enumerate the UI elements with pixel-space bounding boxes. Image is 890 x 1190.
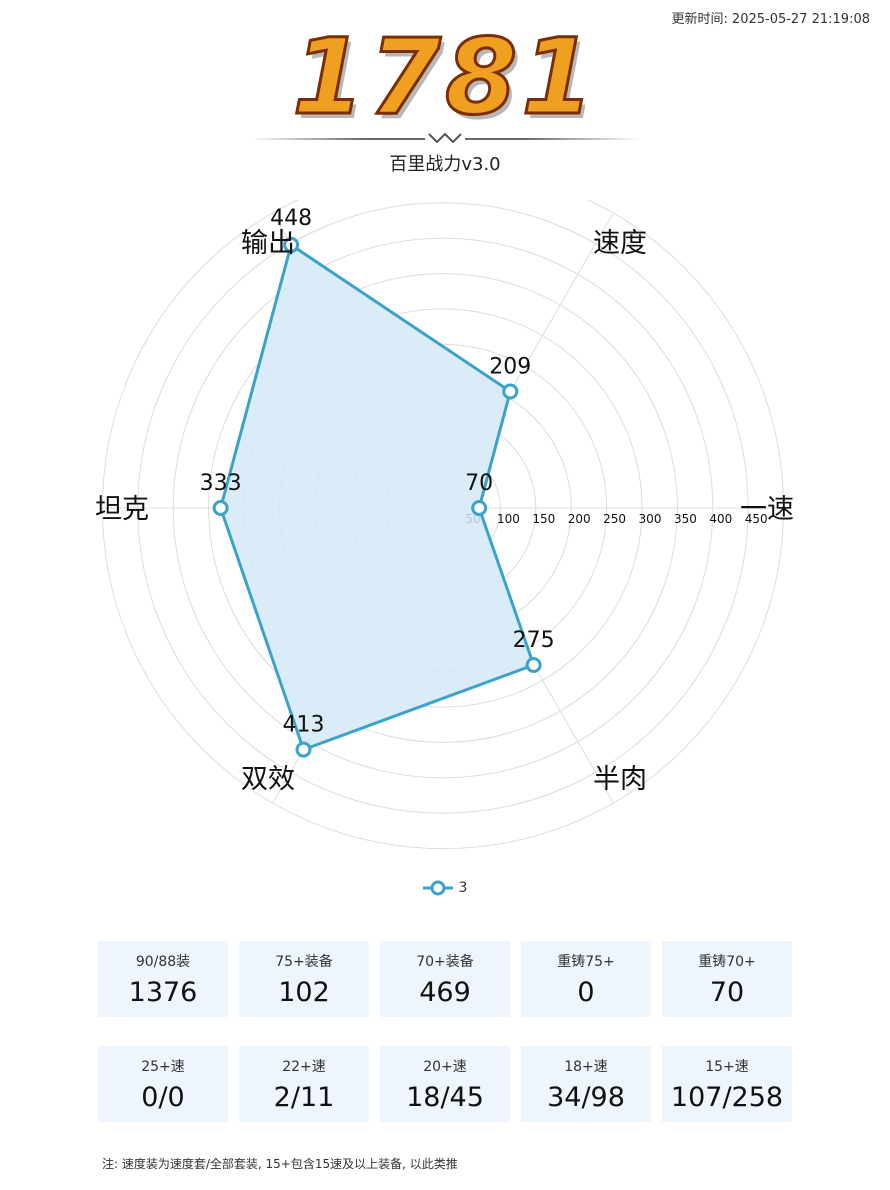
stat-label: 22+速 — [282, 1058, 326, 1075]
data-point — [525, 657, 542, 674]
stat-label: 重铸75+ — [557, 953, 615, 970]
page-subtitle: 百里战力v3.0 — [389, 154, 501, 175]
data-label: 275 — [513, 628, 555, 653]
stat-card: 18+速 34/98 — [521, 1046, 651, 1122]
radar-chart: 5010015020025030035040045044820970275413… — [95, 200, 794, 849]
stat-value: 469 — [419, 976, 471, 1008]
series-area — [219, 243, 536, 752]
stat-label: 15+速 — [705, 1058, 749, 1075]
radial-tick-label: 100 — [497, 512, 520, 526]
stat-card: 22+速 2/11 — [239, 1046, 369, 1122]
stat-value: 70 — [709, 976, 745, 1008]
update-timestamp: 更新时间: 2025-05-27 21:19:08 — [672, 8, 870, 27]
equipment-stats-row: 90/88装 1376 75+装备 102 70+装备 469 重铸75+ 0 … — [98, 941, 792, 1017]
legend-series-label: 3 — [458, 880, 468, 896]
legend-series-icon — [422, 880, 453, 896]
speed-stats-row: 25+速 0/0 22+速 2/11 20+速 18/45 18+速 34/98… — [98, 1046, 792, 1122]
stat-label: 重铸70+ — [698, 953, 756, 970]
stat-card: 25+速 0/0 — [98, 1046, 228, 1122]
stat-card: 20+速 18/45 — [380, 1046, 510, 1122]
stat-card: 重铸75+ 0 — [521, 941, 651, 1017]
stat-label: 90/88装 — [135, 953, 191, 970]
updated-label: 更新时间: — [671, 12, 728, 27]
stat-label: 75+装备 — [275, 953, 333, 970]
stat-value: 102 — [278, 976, 330, 1008]
stat-card: 15+速 107/258 — [662, 1046, 792, 1122]
power-score: 1781 — [291, 16, 598, 138]
divider-ornament-icon — [425, 130, 465, 146]
axis-label: 坦克 — [95, 494, 149, 525]
data-point — [283, 236, 300, 253]
stat-card: 重铸70+ 70 — [662, 941, 792, 1017]
stat-value: 1376 — [128, 976, 198, 1008]
stat-label: 70+装备 — [416, 953, 474, 970]
stat-label: 18+速 — [564, 1058, 608, 1075]
stat-value: 18/45 — [406, 1081, 484, 1113]
stat-label: 20+速 — [423, 1058, 467, 1075]
data-point — [295, 741, 312, 758]
chart-legend[interactable]: 3 — [0, 880, 890, 896]
stat-card: 70+装备 469 — [380, 941, 510, 1017]
data-label: 70 — [465, 471, 493, 496]
stat-value: 0 — [577, 976, 595, 1008]
radial-tick-label: 250 — [603, 512, 626, 526]
axis-label: 半肉 — [593, 764, 647, 795]
data-point — [471, 500, 488, 516]
data-label: 448 — [270, 206, 312, 231]
updated-time: 2025-05-27 21:19:08 — [731, 12, 870, 27]
stat-card: 75+装备 102 — [239, 941, 369, 1017]
axis-label: 输出 — [241, 228, 295, 259]
radial-tick-label: 150 — [532, 512, 555, 526]
stat-card: 90/88装 1376 — [98, 941, 228, 1017]
data-point — [212, 500, 229, 516]
radial-tick-label: 450 — [745, 512, 768, 526]
radial-tick-label: 300 — [639, 512, 662, 526]
footnote: 注: 速度装为速度套/全部套装, 15+包含15速及以上装备, 以此类推 — [102, 1157, 458, 1171]
data-label: 413 — [282, 713, 324, 738]
data-point — [502, 383, 519, 400]
data-label: 333 — [200, 471, 242, 496]
stat-value: 107/258 — [670, 1081, 784, 1113]
axis-label: 速度 — [593, 228, 647, 259]
data-label: 209 — [489, 354, 531, 379]
stat-value: 0/0 — [141, 1081, 185, 1113]
axis-label: 一速 — [740, 494, 794, 525]
stat-label: 25+速 — [141, 1058, 185, 1075]
radial-tick-label: 400 — [709, 512, 732, 526]
radial-tick-label: 200 — [568, 512, 591, 526]
radial-tick-label: 350 — [674, 512, 697, 526]
stat-value: 2/11 — [273, 1081, 335, 1113]
stat-value: 34/98 — [547, 1081, 625, 1113]
axis-label: 双效 — [241, 764, 295, 795]
